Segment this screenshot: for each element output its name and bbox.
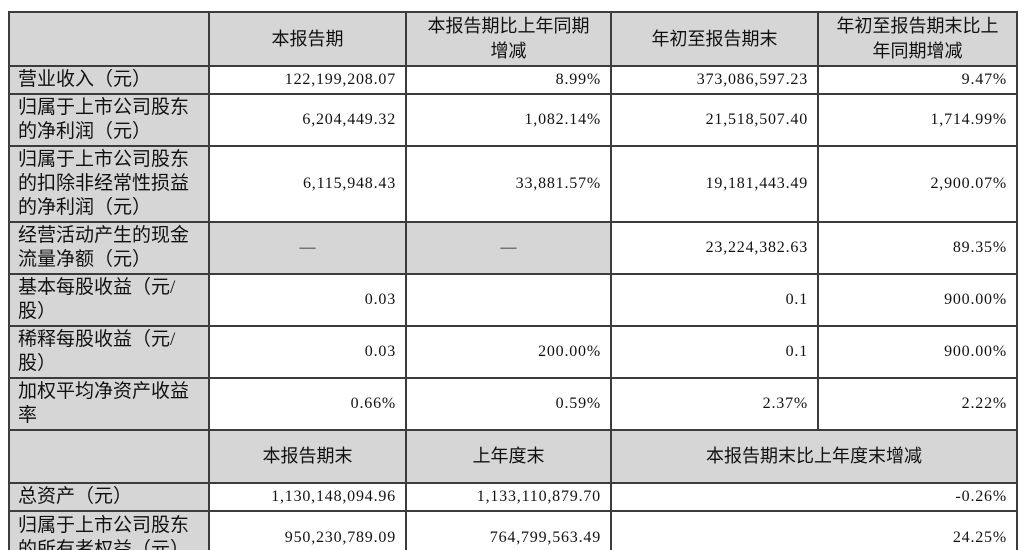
row-label: 营业收入（元） <box>8 65 210 95</box>
value-cell: 23,224,382.63 <box>610 221 819 275</box>
value-cell: 33,881.57% <box>405 145 612 223</box>
table-row-net-profit: 归属于上市公司股东 的净利润（元） 6,204,449.32 1,082.14%… <box>8 93 1018 147</box>
header-ytd-yoy-change: 年初至报告期末比上 年同期增减 <box>817 11 1018 67</box>
corner-cell <box>8 429 210 484</box>
table-row-weighted-avg-roe: 加权平均净资产收益 率 0.66% 0.59% 2.37% 2.22% <box>8 377 1018 431</box>
value-cell: 0.1 <box>610 325 819 379</box>
value-cell-dash: — <box>208 221 407 275</box>
value-cell-empty <box>405 273 612 327</box>
header-ytd: 年初至报告期末 <box>610 11 819 67</box>
table-row-total-assets: 总资产（元） 1,130,148,094.96 1,133,110,879.70… <box>8 482 1018 512</box>
value-cell: 122,199,208.07 <box>208 65 407 95</box>
value-cell: 764,799,563.49 <box>405 510 612 550</box>
value-cell: 1,133,110,879.70 <box>405 482 612 512</box>
value-cell: 900.00% <box>817 273 1018 327</box>
row-label: 稀释每股收益（元/ 股） <box>8 325 210 379</box>
value-cell: 89.35% <box>817 221 1018 275</box>
value-cell: 0.03 <box>208 273 407 327</box>
row-label: 归属于上市公司股东 的净利润（元） <box>8 93 210 147</box>
value-cell: -0.26% <box>610 482 1018 512</box>
value-cell: 6,204,449.32 <box>208 93 407 147</box>
corner-cell <box>8 11 210 67</box>
row-label: 总资产（元） <box>8 482 210 512</box>
header-change-vs-prior-year-end: 本报告期末比上年度末增减 <box>610 429 1018 484</box>
table-row-owners-equity: 归属于上市公司股东 的所有者权益（元） 950,230,789.09 764,7… <box>8 510 1018 550</box>
value-cell: 6,115,948.43 <box>208 145 407 223</box>
table-row-operating-cash-flow: 经营活动产生的现金 流量净额（元） — — 23,224,382.63 89.3… <box>8 221 1018 275</box>
section1-header-row: 本报告期 本报告期比上年同期 增减 年初至报告期末 年初至报告期末比上 年同期增… <box>8 11 1018 67</box>
header-current-period: 本报告期 <box>208 11 407 67</box>
value-cell: 1,082.14% <box>405 93 612 147</box>
row-label: 加权平均净资产收益 率 <box>8 377 210 431</box>
header-end-of-prior-year: 上年度末 <box>405 429 612 484</box>
row-label: 基本每股收益（元/ 股） <box>8 273 210 327</box>
row-label: 归属于上市公司股东 的扣除非经常性损益 的净利润（元） <box>8 145 210 223</box>
value-cell: 19,181,443.49 <box>610 145 819 223</box>
value-cell: 1,130,148,094.96 <box>208 482 407 512</box>
value-cell: 0.1 <box>610 273 819 327</box>
section2-header-row: 本报告期末 上年度末 本报告期末比上年度末增减 <box>8 429 1018 484</box>
value-cell: 2,900.07% <box>817 145 1018 223</box>
financial-summary-table: 本报告期 本报告期比上年同期 增减 年初至报告期末 年初至报告期末比上 年同期增… <box>8 11 1018 550</box>
value-cell: 0.03 <box>208 325 407 379</box>
row-label: 经营活动产生的现金 流量净额（元） <box>8 221 210 275</box>
row-label: 归属于上市公司股东 的所有者权益（元） <box>8 510 210 550</box>
value-cell: 0.66% <box>208 377 407 431</box>
value-cell-dash: — <box>405 221 612 275</box>
value-cell: 900.00% <box>817 325 1018 379</box>
table-row-diluted-eps: 稀释每股收益（元/ 股） 0.03 200.00% 0.1 900.00% <box>8 325 1018 379</box>
value-cell: 21,518,507.40 <box>610 93 819 147</box>
table-row-basic-eps: 基本每股收益（元/ 股） 0.03 0.1 900.00% <box>8 273 1018 327</box>
value-cell: 9.47% <box>817 65 1018 95</box>
value-cell: 2.37% <box>610 377 819 431</box>
value-cell: 200.00% <box>405 325 612 379</box>
value-cell: 24.25% <box>610 510 1018 550</box>
table-row-net-profit-excl-nonrecurring: 归属于上市公司股东 的扣除非经常性损益 的净利润（元） 6,115,948.43… <box>8 145 1018 223</box>
value-cell: 1,714.99% <box>817 93 1018 147</box>
header-period-yoy-change: 本报告期比上年同期 增减 <box>405 11 612 67</box>
value-cell: 950,230,789.09 <box>208 510 407 550</box>
value-cell: 2.22% <box>817 377 1018 431</box>
table-row-revenue: 营业收入（元） 122,199,208.07 8.99% 373,086,597… <box>8 65 1018 95</box>
value-cell: 373,086,597.23 <box>610 65 819 95</box>
header-end-of-period: 本报告期末 <box>208 429 407 484</box>
value-cell: 8.99% <box>405 65 612 95</box>
value-cell: 0.59% <box>405 377 612 431</box>
